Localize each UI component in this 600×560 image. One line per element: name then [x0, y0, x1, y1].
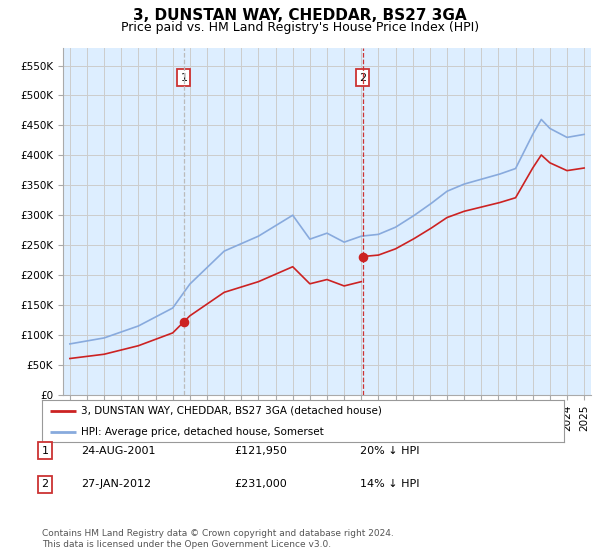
Text: £231,000: £231,000 [234, 479, 287, 489]
Text: Contains HM Land Registry data © Crown copyright and database right 2024.
This d: Contains HM Land Registry data © Crown c… [42, 529, 394, 549]
Text: Price paid vs. HM Land Registry's House Price Index (HPI): Price paid vs. HM Land Registry's House … [121, 21, 479, 34]
Text: HPI: Average price, detached house, Somerset: HPI: Average price, detached house, Some… [81, 427, 324, 437]
Point [358, 252, 367, 261]
Text: 24-AUG-2001: 24-AUG-2001 [81, 446, 155, 456]
Text: 14% ↓ HPI: 14% ↓ HPI [360, 479, 419, 489]
Text: 3, DUNSTAN WAY, CHEDDAR, BS27 3GA: 3, DUNSTAN WAY, CHEDDAR, BS27 3GA [133, 8, 467, 24]
Point [179, 318, 188, 326]
Text: 2: 2 [359, 73, 366, 82]
Text: £121,950: £121,950 [234, 446, 287, 456]
Text: 3, DUNSTAN WAY, CHEDDAR, BS27 3GA (detached house): 3, DUNSTAN WAY, CHEDDAR, BS27 3GA (detac… [81, 406, 382, 416]
Text: 27-JAN-2012: 27-JAN-2012 [81, 479, 151, 489]
Text: 1: 1 [41, 446, 49, 456]
Text: 1: 1 [181, 73, 187, 82]
Text: 2: 2 [41, 479, 49, 489]
Text: 20% ↓ HPI: 20% ↓ HPI [360, 446, 419, 456]
